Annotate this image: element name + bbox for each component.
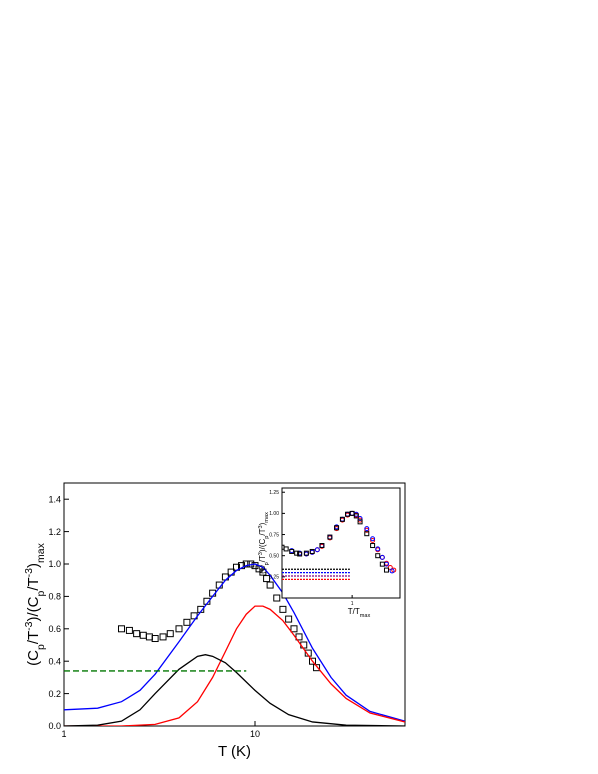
data-point	[117, 625, 125, 633]
label-part: /T	[258, 528, 267, 535]
data-point	[242, 560, 250, 568]
inset-plot: 10.250.500.751.001.25T/Tmax(Cp/T3)/(Cp/T…	[258, 487, 401, 619]
label-part: max	[360, 613, 371, 619]
label-part: T/T	[348, 607, 360, 616]
label-part: 3	[258, 525, 264, 528]
series-line	[64, 654, 405, 726]
x-axis-label: T/Tmax	[348, 607, 371, 619]
label-part: 3	[258, 552, 264, 555]
plot-frame	[281, 487, 401, 599]
label-part: max	[35, 542, 47, 563]
label-part: (C	[25, 650, 42, 666]
data-point	[263, 575, 271, 583]
y-axis-label: (Cp/T3)/(Cp/T3)max	[258, 512, 270, 574]
data-point	[303, 550, 309, 556]
data-point	[327, 534, 333, 540]
data-point	[295, 633, 303, 641]
label-part: )	[25, 563, 42, 568]
y-tick-label: 1.0	[48, 559, 61, 569]
label-part: /T	[25, 631, 42, 644]
data-point	[313, 664, 321, 672]
series-line	[64, 605, 405, 726]
x-tick-label: 1	[351, 601, 354, 607]
data-point	[290, 625, 298, 633]
data-point	[389, 568, 395, 574]
data-point	[334, 525, 340, 531]
x-tick-label: 1	[61, 729, 66, 739]
y-tick-label: 1.00	[269, 511, 279, 517]
data-point	[294, 550, 300, 556]
y-tick-label: 0.4	[48, 656, 61, 666]
label-part: -3	[23, 568, 35, 577]
y-tick-label: 1.2	[48, 527, 61, 537]
label-part: )/(C	[258, 539, 267, 553]
data-point	[353, 513, 359, 519]
data-point	[357, 515, 363, 521]
label-part: )	[258, 522, 267, 525]
data-point	[151, 635, 159, 643]
data-point	[183, 618, 191, 626]
data-point	[349, 510, 355, 516]
data-point	[375, 553, 381, 559]
data-point	[314, 547, 320, 553]
y-tick-label: 0.25	[269, 575, 279, 581]
data-point	[285, 615, 293, 623]
label-part: p	[35, 644, 47, 650]
data-point	[309, 548, 315, 554]
label-part: /T	[258, 555, 267, 562]
data-point	[273, 594, 281, 602]
data-point	[279, 605, 287, 613]
data-point	[370, 543, 376, 549]
y-tick-label: 0.75	[269, 532, 279, 538]
data-point	[364, 531, 370, 537]
data-point	[383, 567, 389, 573]
y-tick-label: 0.50	[269, 553, 279, 559]
y-tick-label: 0.6	[48, 624, 61, 634]
label-part: p	[35, 591, 47, 597]
data-point	[357, 519, 363, 525]
y-tick-label: 0.0	[48, 721, 61, 731]
label-part: /T	[25, 577, 42, 590]
x-axis-label: T (K)	[218, 743, 251, 760]
data-point	[345, 511, 351, 517]
data-point	[125, 626, 133, 634]
data-point	[283, 546, 289, 552]
y-tick-label: 0.8	[48, 592, 61, 602]
y-axis-label: (Cp/T-3)/(Cp/T-3)max	[23, 542, 47, 665]
data-point	[133, 630, 141, 638]
label-part: -3	[23, 621, 35, 630]
series-line	[64, 563, 405, 722]
data-layer	[64, 560, 405, 726]
data-point	[379, 561, 385, 567]
data-point	[166, 630, 174, 638]
label-part: p	[264, 536, 270, 539]
y-tick-label: 1.25	[269, 490, 279, 496]
data-point	[319, 543, 325, 549]
data-point	[370, 537, 376, 543]
data-point	[364, 527, 370, 533]
data-point	[364, 526, 370, 532]
data-point	[370, 536, 376, 542]
label-part: (C	[258, 565, 267, 574]
data-point	[339, 516, 345, 522]
data-point	[379, 554, 385, 560]
data-point	[289, 548, 295, 554]
data-point	[175, 625, 183, 633]
data-point	[159, 633, 167, 641]
label-part: max	[264, 512, 270, 523]
data-point	[375, 546, 381, 552]
data-point	[297, 551, 303, 557]
y-tick-label: 0.2	[48, 689, 61, 699]
data-point	[266, 581, 274, 589]
data-layer	[282, 510, 397, 581]
y-tick-label: 1.4	[48, 494, 61, 504]
data-point	[308, 657, 316, 665]
label-part: p	[264, 562, 270, 565]
label-part: )/(C	[25, 596, 42, 621]
data-point	[259, 568, 267, 576]
x-tick-label: 10	[250, 729, 260, 739]
